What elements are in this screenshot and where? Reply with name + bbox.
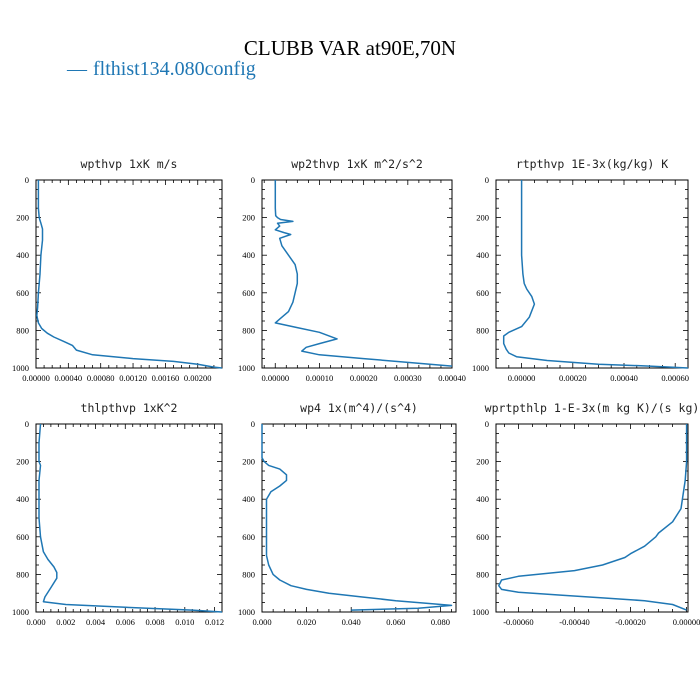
- plot-frame: [35, 423, 223, 613]
- y-tick-label: 600: [16, 288, 29, 298]
- y-tick-label: 0: [485, 419, 489, 429]
- x-tick-label: 0.000: [252, 617, 271, 627]
- plot-frame: [495, 179, 689, 369]
- x-tick-label: 0.00000: [22, 373, 50, 383]
- plot-frame: [495, 423, 689, 613]
- y-tick-label: 400: [476, 494, 489, 504]
- figure-title: CLUBB VAR at90E,70N: [243, 36, 457, 60]
- x-tick-label: 0.000: [26, 617, 45, 627]
- x-tick-label: -0.00060: [503, 617, 533, 627]
- y-tick-label: 400: [16, 250, 29, 260]
- x-tick-label: 0.040: [342, 617, 361, 627]
- x-tick-label: 0.00010: [306, 373, 334, 383]
- y-tick-label: 200: [16, 457, 29, 467]
- series-line: [274, 180, 453, 367]
- y-tick-label: 200: [16, 213, 29, 223]
- y-tick-label: 400: [242, 250, 255, 260]
- x-tick-label: 0.010: [175, 617, 194, 627]
- x-tick-label: 0.00030: [394, 373, 422, 383]
- series-line: [36, 180, 223, 369]
- y-tick-label: 0: [485, 175, 489, 185]
- subplot-title: rtpthvp 1E-3x(kg/kg) K: [516, 157, 668, 171]
- series-line: [261, 424, 453, 611]
- legend-line-marker: —: [67, 58, 87, 80]
- y-tick-label: 800: [476, 569, 489, 579]
- x-tick-label: -0.00040: [559, 617, 589, 627]
- subplot-title: thlpthvp 1xK^2: [81, 401, 178, 415]
- subplot-title: wp2thvp 1xK m^2/s^2: [291, 157, 423, 171]
- legend-label: flthist134.080config: [93, 58, 256, 80]
- y-tick-label: 600: [476, 288, 489, 298]
- y-tick-label: 600: [16, 532, 29, 542]
- y-tick-label: 200: [242, 213, 255, 223]
- subplot-title: wprtpthlp 1-E-3x(m kg K)/(s kg): [485, 401, 700, 415]
- x-tick-label: 0.008: [145, 617, 164, 627]
- x-tick-label: 0.00020: [559, 373, 587, 383]
- subplot-2: wp2thvp 1xK m^2/s^2 0 200 400 600 800 1000 0.00…: [238, 157, 466, 383]
- y-tick-label: 800: [16, 325, 29, 335]
- plot-frame: [261, 423, 457, 613]
- y-tick-label: 0: [251, 419, 255, 429]
- y-tick-label: 1000: [238, 363, 255, 373]
- plot-frame: [35, 179, 223, 369]
- x-tick-label: 0.00080: [87, 373, 115, 383]
- x-tick-label: -0.00020: [615, 617, 645, 627]
- y-tick-label: 200: [476, 457, 489, 467]
- subplot-6: wprtpthlp 1-E-3x(m kg K)/(s kg) 0 200 400 60…: [472, 401, 700, 627]
- legend: — flthist134.080config: [67, 58, 256, 81]
- y-tick-label: 200: [242, 457, 255, 467]
- y-tick-label: 0: [25, 419, 29, 429]
- x-tick-label: 0.00040: [438, 373, 466, 383]
- x-tick-label: 0.00040: [610, 373, 638, 383]
- x-tick-label: 0.002: [56, 617, 75, 627]
- x-tick-label: 0.020: [297, 617, 316, 627]
- y-tick-label: 400: [16, 494, 29, 504]
- y-tick-label: 800: [476, 325, 489, 335]
- x-tick-label: 0.060: [386, 617, 405, 627]
- y-tick-label: 400: [242, 494, 255, 504]
- y-tick-label: 800: [242, 325, 255, 335]
- y-tick-label: 1000: [472, 607, 489, 617]
- y-tick-label: 1000: [472, 363, 489, 373]
- subplot-3: rtpthvp 1E-3x(kg/kg) K 0 200 400 600 800 1000 0…: [472, 157, 689, 383]
- x-tick-label: 0.00000: [673, 617, 700, 627]
- y-tick-label: 1000: [12, 607, 29, 617]
- x-tick-label: 0.012: [205, 617, 224, 627]
- y-tick-label: 200: [476, 213, 489, 223]
- x-tick-label: 0.00040: [55, 373, 83, 383]
- x-tick-label: 0.080: [431, 617, 450, 627]
- x-tick-label: 0.00000: [261, 373, 289, 383]
- y-tick-label: 800: [16, 569, 29, 579]
- y-tick-label: 400: [476, 250, 489, 260]
- x-tick-label: 0.006: [116, 617, 135, 627]
- y-tick-label: 0: [251, 175, 255, 185]
- series-line: [498, 424, 688, 611]
- subplot-title: wpthvp 1xK m/s: [81, 157, 178, 171]
- x-tick-label: 0.00000: [508, 373, 536, 383]
- x-tick-label: 0.00020: [350, 373, 378, 383]
- y-tick-label: 600: [242, 532, 255, 542]
- y-tick-label: 0: [25, 175, 29, 185]
- series-line: [38, 423, 223, 613]
- plot-frame: [261, 179, 453, 369]
- y-tick-label: 1000: [12, 363, 29, 373]
- subplot-title: wp4 1x(m^4)/(s^4): [300, 401, 418, 415]
- y-tick-label: 1000: [238, 607, 255, 617]
- x-tick-label: 0.004: [86, 617, 106, 627]
- x-tick-label: 0.00160: [152, 373, 180, 383]
- x-tick-label: 0.00200: [184, 373, 212, 383]
- series-line: [502, 180, 689, 369]
- y-tick-label: 600: [476, 532, 489, 542]
- x-tick-label: 0.00060: [661, 373, 689, 383]
- y-tick-label: 800: [242, 569, 255, 579]
- y-tick-label: 600: [242, 288, 255, 298]
- x-tick-label: 0.00120: [119, 373, 147, 383]
